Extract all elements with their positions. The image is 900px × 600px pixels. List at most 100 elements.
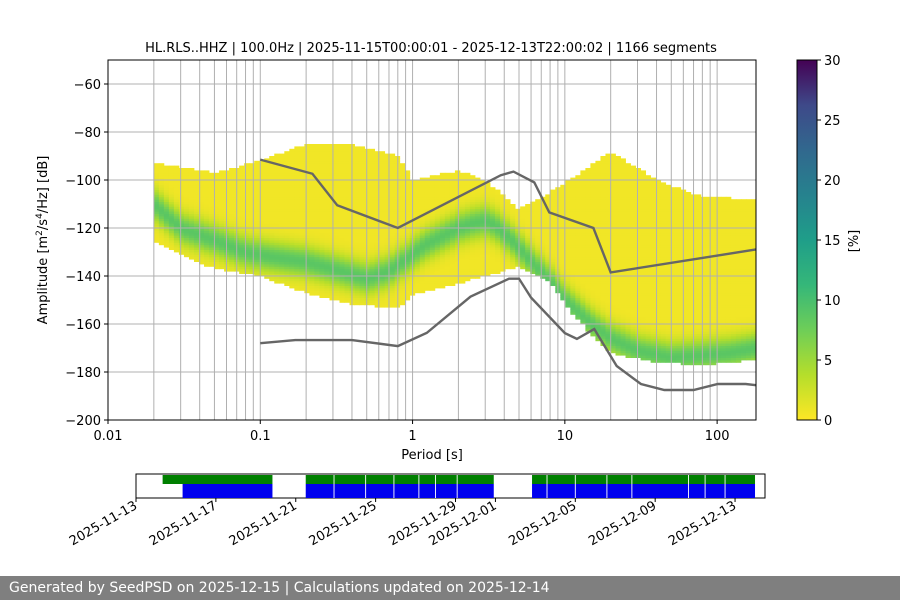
psd-cell (384, 232, 391, 236)
psd-cell (565, 189, 571, 193)
psd-cell (249, 184, 255, 188)
psd-cell (359, 177, 365, 181)
psd-cell (469, 266, 476, 270)
psd-cell (414, 283, 421, 286)
psd-cell (615, 264, 621, 267)
psd-cell (510, 204, 516, 207)
psd-cell (199, 240, 205, 243)
psd-cell (635, 304, 641, 308)
psd-cell (309, 196, 315, 200)
psd-cell (590, 288, 596, 291)
psd-cell (219, 201, 225, 205)
psd-cell (490, 187, 496, 190)
psd-cell (444, 184, 451, 188)
psd-cell (239, 261, 245, 265)
psd-cell (404, 271, 411, 274)
psd-cell (469, 249, 476, 253)
psd-cell (254, 168, 260, 171)
psd-cell (384, 158, 391, 162)
psd-cell (464, 199, 471, 202)
psd-cell (414, 290, 421, 294)
psd-cell (615, 309, 621, 313)
psd-cell (309, 180, 315, 183)
psd-cell (575, 254, 581, 258)
psd-cell (620, 160, 626, 164)
psd-cell (229, 199, 235, 202)
psd-cell (324, 184, 330, 188)
psd-cell (464, 172, 471, 176)
psd-cell (510, 237, 516, 241)
psd-cell (334, 144, 340, 147)
psd-cell (319, 288, 325, 291)
psd-cell (324, 283, 330, 286)
psd-cell (429, 235, 436, 238)
psd-cell (309, 292, 315, 296)
psd-cell (289, 192, 295, 195)
psd-cell (515, 264, 521, 267)
psd-cell (480, 242, 486, 246)
psd-cell (199, 232, 205, 236)
psd-cell (359, 192, 365, 195)
psd-cell (545, 223, 551, 226)
psd-cell (173, 170, 180, 174)
psd-cell (304, 201, 310, 205)
psd-cell (605, 328, 611, 332)
psd-cell (595, 309, 601, 313)
psd-cell (540, 271, 546, 274)
psd-cell (188, 177, 195, 181)
psd-cell (474, 268, 481, 272)
psd-cell (424, 187, 431, 190)
psd-cell (449, 240, 456, 243)
psd-cell (309, 223, 315, 226)
psd-cell (595, 216, 601, 219)
psd-cell (314, 208, 320, 212)
psd-cell (454, 192, 461, 195)
psd-cell (384, 292, 391, 296)
psd-cell (319, 201, 325, 205)
psd-cell (279, 261, 285, 265)
psd-cell (610, 168, 616, 171)
psd-cell (379, 256, 386, 260)
psd-cell (464, 254, 471, 258)
psd-cell (495, 242, 501, 246)
psd-cell (389, 302, 396, 306)
psd-cell (480, 254, 486, 258)
psd-cell (434, 204, 441, 207)
psd-cell (279, 278, 285, 282)
psd-cell (570, 261, 576, 265)
psd-cell (264, 208, 270, 212)
psd-cell (570, 235, 576, 238)
psd-cell (550, 283, 556, 286)
psd-cell (329, 225, 335, 229)
psd-cell (610, 184, 616, 188)
psd-cell (469, 259, 476, 262)
psd-cell (289, 194, 295, 198)
psd-cell (414, 237, 421, 241)
psd-cell (565, 249, 571, 253)
psd-cell (279, 242, 285, 246)
psd-cell (610, 228, 616, 231)
psd-cell (620, 295, 626, 298)
psd-cell (575, 225, 581, 229)
psd-cell (359, 292, 365, 296)
psd-cell (364, 249, 371, 253)
psd-cell (214, 177, 220, 181)
psd-cell (304, 187, 310, 190)
psd-cell (469, 232, 476, 236)
psd-cell (600, 182, 606, 186)
psd-cell (620, 348, 626, 351)
psd-cell (590, 175, 596, 178)
psd-cell (299, 276, 305, 279)
psd-cell (329, 290, 335, 294)
psd-cell (535, 261, 541, 265)
psd-cell (419, 194, 426, 198)
psd-cell (404, 261, 411, 265)
psd-cell (404, 218, 411, 222)
psd-cell (314, 206, 320, 210)
psd-cell (565, 278, 571, 282)
psd-cell (284, 170, 290, 174)
psd-cell (485, 240, 491, 243)
psd-cell (625, 165, 631, 169)
psd-cell (264, 276, 270, 279)
psd-cell (630, 302, 636, 306)
